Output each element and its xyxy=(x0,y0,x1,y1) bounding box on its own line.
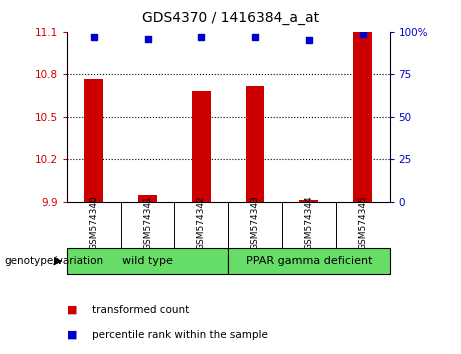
Text: GDS4370 / 1416384_a_at: GDS4370 / 1416384_a_at xyxy=(142,11,319,25)
Point xyxy=(198,34,205,40)
Text: ▶: ▶ xyxy=(54,256,62,266)
Bar xyxy=(300,200,318,202)
Text: PPAR gamma deficient: PPAR gamma deficient xyxy=(246,256,372,266)
Text: transformed count: transformed count xyxy=(92,305,189,315)
Point xyxy=(90,34,97,40)
Bar xyxy=(84,79,103,202)
Bar xyxy=(67,248,228,274)
Text: GSM574345: GSM574345 xyxy=(358,195,367,250)
Text: GSM574342: GSM574342 xyxy=(197,195,206,250)
Point xyxy=(305,38,313,43)
Bar xyxy=(192,91,211,202)
Bar xyxy=(228,248,390,274)
Point xyxy=(359,31,366,36)
Bar xyxy=(246,86,265,202)
Text: GSM574343: GSM574343 xyxy=(251,195,260,250)
Text: GSM574344: GSM574344 xyxy=(304,195,313,250)
Text: GSM574340: GSM574340 xyxy=(89,195,98,250)
Text: genotype/variation: genotype/variation xyxy=(5,256,104,266)
Point xyxy=(144,36,151,41)
Bar xyxy=(353,32,372,202)
Text: ■: ■ xyxy=(67,330,77,339)
Text: wild type: wild type xyxy=(122,256,173,266)
Text: percentile rank within the sample: percentile rank within the sample xyxy=(92,330,268,339)
Text: GSM574341: GSM574341 xyxy=(143,195,152,250)
Text: ■: ■ xyxy=(67,305,77,315)
Bar xyxy=(138,195,157,202)
Point xyxy=(251,34,259,40)
